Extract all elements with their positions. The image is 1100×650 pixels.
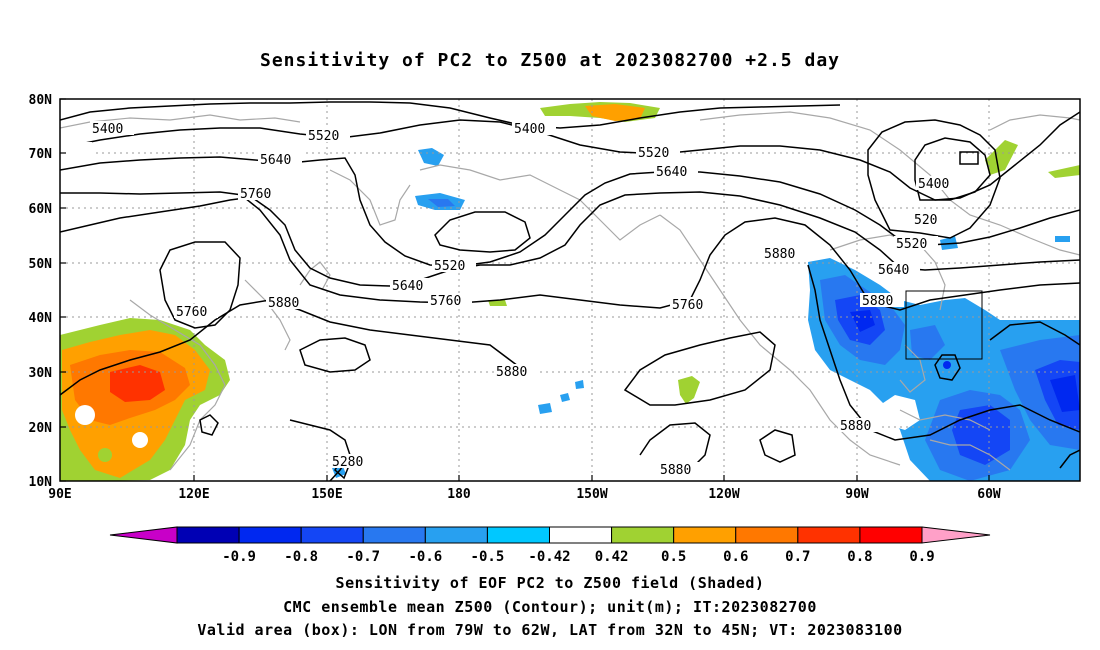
colorbar-cell [735,526,799,544]
lon-tick-label: 90W [845,487,869,502]
colorbar-cell [362,526,426,544]
lat-tick-label: 20N [29,421,53,436]
lon-tick-label: 150E [311,487,342,502]
tick-marks [60,98,990,482]
lon-tick-label: 150W [576,487,607,502]
contour-label: 5520 [638,146,669,161]
lat-tick-label: 70N [29,147,53,162]
contour-labels: 5400 5400 5520 5520 5520 5520 5640 5640 … [60,121,960,478]
contour-label: 5760 [176,305,207,320]
contour-label: 5880 [660,463,691,478]
contour-label: 5880 [862,294,893,309]
colorbar-cell [300,526,364,544]
lat-tick-label: 80N [29,93,53,108]
lon-tick-label: 90E [48,487,71,502]
footer-line-2: CMC ensemble mean Z500 (Contour); unit(m… [283,598,817,616]
contour-label: 5880 [840,419,871,434]
contour-label: 5760 [672,298,703,313]
footer-line-3: Valid area (box): LON from 79W to 62W, L… [197,621,903,639]
colorbar-label: -0.5 [471,549,505,565]
valid-area-box [905,290,983,360]
contour-label: 5400 [514,122,545,137]
colorbar-end-left [109,526,178,544]
footer-line-1: Sensitivity of EOF PC2 to Z500 field (Sh… [335,574,765,592]
contour-label: 5640 [656,165,687,180]
colorbar-label: 0.42 [595,549,629,565]
contour-label: 5640 [878,263,909,278]
contour-label: 5280 [332,455,363,470]
colorbar-label: 0.9 [909,549,934,565]
contour-label: 5880 [496,365,527,380]
colorbar-cell [859,526,923,544]
contour-label: 5880 [764,247,795,262]
lon-tick-label: 180 [447,487,471,502]
contour-label: 5520 [896,237,927,252]
colorbar-cell [486,526,550,544]
colorbar-cell [549,526,613,544]
contour-label: 5640 [260,153,291,168]
lat-tick-label: 60N [29,202,53,217]
lon-tick-labels: 90E 120E 150E 180 150W 120W 90W 60W [48,487,1001,502]
contour-label: 520 [914,213,937,228]
lat-tick-label: 30N [29,366,53,381]
colorbar-cell [611,526,675,544]
contour-label: 5880 [268,296,299,311]
colorbar-label: 0.5 [661,549,686,565]
colorbar-label: -0.6 [408,549,442,565]
colorbar-label: 0.7 [785,549,810,565]
colorbar: -0.9 -0.8 -0.7 -0.6 -0.5 -0.42 0.42 0.5 0.6 0.7 0.… [109,526,991,565]
contour-label: 5400 [92,122,123,137]
colorbar-end-right [921,526,991,544]
colorbar-cell [797,526,861,544]
lat-tick-labels: 80N 70N 60N 50N 40N 30N 20N 10N [29,93,53,490]
colorbar-cell [424,526,488,544]
contour-label: 5400 [918,177,949,192]
lat-tick-label: 10N [29,475,53,490]
colorbar-cell [673,526,737,544]
contour-label: 5640 [392,279,423,294]
colorbar-label: -0.7 [346,549,380,565]
lat-tick-label: 40N [29,311,53,326]
colorbar-label: 0.8 [847,549,872,565]
gridlines [60,99,1080,481]
lon-tick-label: 120E [178,487,209,502]
colorbar-label: -0.8 [284,549,318,565]
map-title: Sensitivity of PC2 to Z500 at 2023082700… [259,50,840,71]
colorbar-cell [238,526,302,544]
lon-tick-label: 60W [977,487,1001,502]
negative-sensitivity-atlantic [808,258,1080,481]
plot-frame [59,98,1081,482]
colorbar-label: -0.42 [528,549,570,565]
colorbar-label: -0.9 [222,549,256,565]
contour-label: 5520 [434,259,465,274]
small-sensitivity-blobs [332,102,1080,478]
contour-label: 5520 [308,129,339,144]
colorbar-label: 0.6 [723,549,748,565]
colorbar-cell [176,526,240,544]
positive-sensitivity-asia [60,318,230,481]
contour-label: 5760 [240,187,271,202]
contour-label: 5760 [430,294,461,309]
lat-tick-label: 50N [29,257,53,272]
lon-tick-label: 120W [708,487,739,502]
